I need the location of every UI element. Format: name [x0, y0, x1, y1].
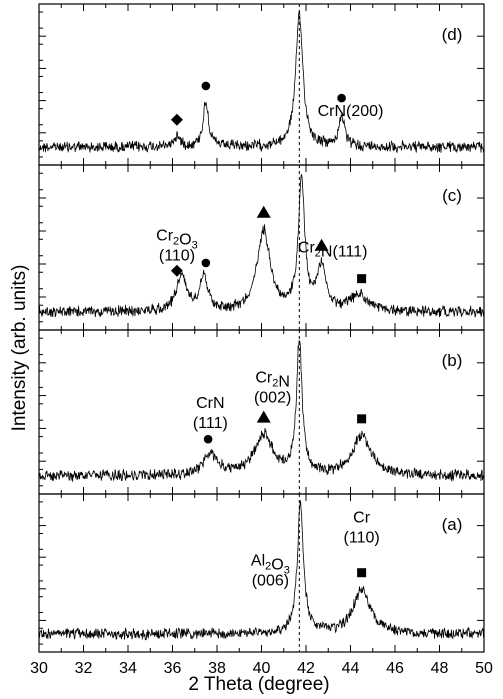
- x-axis: 30 32 34 36 38 40 42 44 46 48 50: [30, 660, 493, 677]
- peak-annotation: CrN: [196, 395, 224, 412]
- spectrum-line: [38, 174, 485, 318]
- spectrum-line: [38, 500, 485, 641]
- peak-annotation: (111): [193, 415, 228, 432]
- peak-annotation: Cr2N(111): [298, 239, 368, 260]
- x-tick-label: 36: [164, 660, 182, 677]
- y-axis-label: Intensity (arb. units): [9, 265, 30, 432]
- peak-annotation: Cr: [353, 510, 371, 527]
- peak-annotation: Cr2N: [255, 369, 290, 390]
- x-tick-label: 46: [386, 660, 404, 677]
- circle-marker: [203, 434, 213, 444]
- panel-a: Al2O3(006) Cr (110) (a): [38, 493, 485, 653]
- x-tick-label: 44: [342, 660, 360, 677]
- x-tick-label: 38: [208, 660, 226, 677]
- x-axis-label: 2 Theta (degree): [188, 674, 329, 695]
- circle-marker: [201, 258, 211, 268]
- diamond-marker: [170, 113, 183, 126]
- x-tick-label: 50: [475, 660, 493, 677]
- panel-frame: [38, 164, 485, 331]
- diamond-marker: [170, 264, 183, 277]
- x-tick-label: 40: [253, 660, 271, 677]
- panel-frame: [38, 329, 485, 495]
- peak-annotation: CrN(200): [318, 103, 384, 120]
- square-marker: [357, 568, 367, 578]
- x-tick-label: 32: [75, 660, 93, 677]
- x-tick-label: 34: [119, 660, 137, 677]
- panel-label: (c): [442, 186, 462, 205]
- peak-annotation: (006): [252, 573, 289, 590]
- peak-annotation: Cr2O3: [156, 228, 198, 252]
- spectrum-line: [38, 10, 485, 154]
- x-tick-label: 42: [297, 660, 315, 677]
- circle-marker: [201, 81, 211, 91]
- spectrum-line: [38, 340, 485, 483]
- peak-annotation: Al2O3: [251, 553, 290, 577]
- peak-annotation: (110): [344, 530, 380, 547]
- panel-frame: [38, 3, 485, 166]
- circle-marker: [337, 93, 346, 103]
- panel-label: (a): [442, 515, 463, 534]
- panels-group: CrN(200)(d)Cr2O3(110) Cr2N(111)(c)CrN(111…: [38, 3, 485, 653]
- triangle-marker: [314, 238, 329, 251]
- square-marker: [357, 274, 367, 284]
- panel-label: (d): [442, 25, 463, 44]
- x-tick-label: 30: [30, 660, 48, 677]
- triangle-marker: [256, 205, 271, 218]
- panel-c: Cr2O3(110) Cr2N(111) (c): [38, 164, 485, 331]
- x-tick-label: 48: [431, 660, 449, 677]
- square-marker: [357, 414, 367, 424]
- triangle-marker: [256, 410, 271, 423]
- panel-b: CrN (111) Cr2N(002) (b): [38, 329, 485, 495]
- panel-label: (b): [442, 351, 463, 370]
- peak-annotation: (002): [254, 389, 291, 406]
- peak-annotation: (110): [159, 248, 195, 265]
- panel-d: CrN(200) (d): [38, 3, 485, 166]
